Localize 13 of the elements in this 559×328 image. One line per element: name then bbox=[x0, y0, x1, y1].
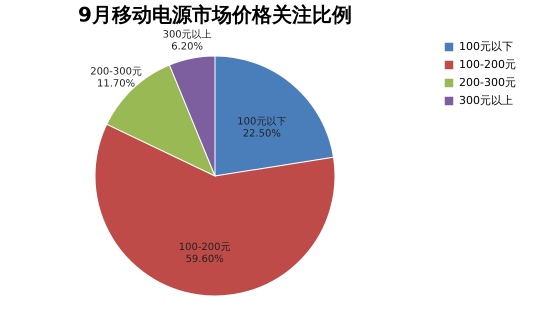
legend-label: 100-200元 bbox=[459, 58, 516, 71]
data-label: 11.70% bbox=[97, 78, 136, 90]
chart-title: 9月移动电源市场价格关注比例 bbox=[78, 2, 352, 27]
data-label: 6.20% bbox=[171, 42, 204, 53]
slice-label: 100元以下 bbox=[237, 115, 286, 128]
slice-label: 200-300元 bbox=[90, 66, 142, 78]
legend-label: 200-300元 bbox=[459, 76, 516, 89]
legend-label: 300元以上 bbox=[459, 94, 513, 107]
legend-label: 100元以下 bbox=[459, 40, 513, 53]
slice-label: 100-200元 bbox=[178, 242, 231, 254]
data-label: 59.60% bbox=[186, 254, 224, 266]
data-label: 22.50% bbox=[242, 128, 281, 140]
slice-label: 300元以上 bbox=[162, 28, 212, 41]
